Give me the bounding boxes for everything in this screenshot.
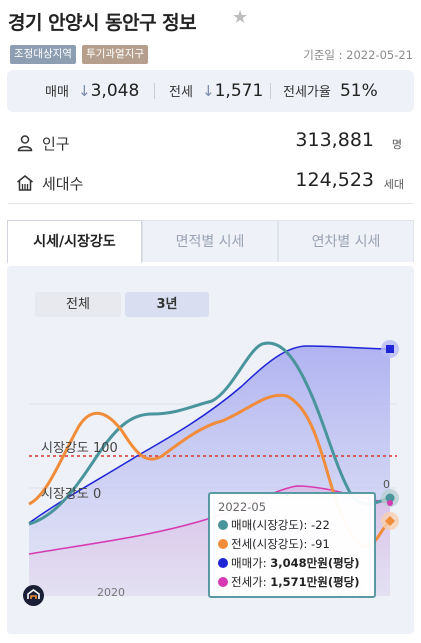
tooltip-row-sale-price: 매매가: 3,048만원(평당) (218, 555, 360, 573)
summary-jeonse-value: 1,571 (214, 81, 264, 101)
period-all-button[interactable]: 전체 (35, 292, 121, 317)
arrow-down-icon: ↓ (78, 82, 91, 100)
page-title: 경기 안양시 동안구 정보 (8, 12, 197, 34)
tooltip-row-sale-strength: 매매(시장강도): -22 (218, 517, 330, 535)
header: 경기 안양시 동안구 정보 ★ (0, 0, 421, 40)
right-axis-label: 0 (383, 478, 390, 491)
tooltip-value: 1,571만원(평당) (270, 575, 360, 589)
summary-divider (270, 83, 271, 99)
population-label: 인구 (42, 135, 70, 153)
summary-ratio-value: 51% (339, 81, 378, 101)
tag-speculation-zone: 투기과열지구 (82, 45, 149, 64)
summary-divider (154, 83, 155, 99)
legend-dot-icon (218, 539, 228, 549)
chart-tooltip: 2022-05 매매(시장강도): -22 전세(시장강도): -91 매매가:… (208, 492, 376, 598)
app-logo-icon[interactable] (23, 585, 44, 606)
person-icon (17, 135, 33, 152)
population-row: 인구 313,881 명 (14, 128, 414, 158)
tab-price-market-strength[interactable]: 시세/시장강도 (7, 220, 142, 264)
reference-label-100: 시장강도 100 (41, 441, 118, 456)
tab-bar: 시세/시장강도 면적별 시세 연차별 시세 (7, 220, 414, 264)
region-tags: 조정대상지역 투기과열지구 (10, 45, 149, 65)
tooltip-row-jeonse-strength: 전세(시장강도): -91 (218, 536, 330, 554)
legend-dot-icon (218, 520, 228, 530)
summary-sale-label: 매매 (45, 85, 69, 100)
house-icon (17, 175, 33, 191)
chart-panel: 전체 3년 (7, 266, 414, 634)
tooltip-label: 전세(시장강도): (231, 537, 308, 551)
tab-price-by-age[interactable]: 연차별 시세 (278, 220, 414, 262)
app-logo-glyph (27, 589, 40, 599)
tooltip-row-jeonse-price: 전세가: 1,571만원(평당) (218, 574, 360, 592)
population-value: 313,881 (295, 129, 374, 151)
sale-price-end-point (386, 345, 394, 353)
price-summary: 매매 ↓3,048 전세 ↓1,571 전세가율 51% (7, 70, 414, 112)
series-sale-price-line (28, 345, 391, 524)
tooltip-value: -22 (310, 518, 330, 532)
series-sale-strength-line (28, 341, 391, 526)
summary-sale-value: 3,048 (90, 81, 140, 101)
section-divider (8, 203, 413, 204)
summary-sale: 매매 ↓3,048 (45, 70, 139, 112)
jeonse-strength-end-point (385, 516, 395, 526)
tooltip-label: 매매(시장강도): (231, 518, 308, 532)
households-row: 세대수 124,523 세대 (14, 168, 414, 198)
tooltip-label: 전세가: (231, 575, 267, 589)
households-value: 124,523 (295, 169, 374, 191)
sale-strength-end-point (385, 493, 395, 503)
period-3y-button[interactable]: 3년 (125, 292, 209, 317)
tooltip-value: 3,048만원(평당) (270, 556, 360, 570)
population-unit: 명 (391, 138, 402, 151)
jeonse-price-end-marker (387, 500, 393, 506)
tooltip-label: 매매가: (231, 556, 267, 570)
tab-price-by-area[interactable]: 면적별 시세 (142, 220, 278, 262)
summary-jeonse: 전세 ↓1,571 (169, 70, 263, 112)
x-tick-2020: 2020 (97, 586, 125, 599)
summary-ratio-label: 전세가율 (283, 85, 331, 100)
legend-dot-icon (218, 577, 228, 587)
summary-jeonse-label: 전세 (169, 85, 193, 100)
households-unit: 세대 (383, 178, 404, 191)
star-icon[interactable]: ★ (232, 7, 249, 28)
summary-ratio: 전세가율 51% (283, 70, 378, 112)
base-date: 기준일 : 2022-05-21 (303, 48, 413, 62)
tag-regulated-area: 조정대상지역 (10, 45, 76, 64)
reference-label-0: 시장강도 0 (41, 487, 101, 502)
tooltip-value: -91 (310, 537, 330, 551)
households-label: 세대수 (42, 175, 84, 193)
legend-dot-icon (218, 558, 228, 568)
arrow-down-icon: ↓ (202, 82, 215, 100)
tooltip-date: 2022-05 (218, 500, 267, 514)
